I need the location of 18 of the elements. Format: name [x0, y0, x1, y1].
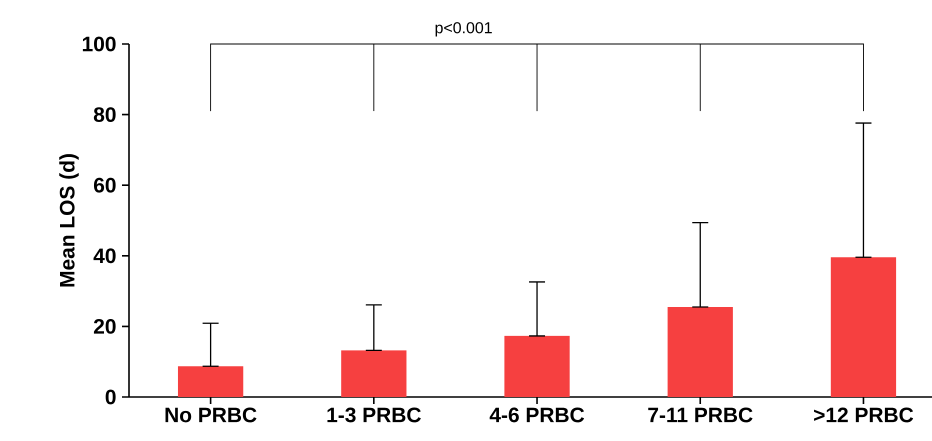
y-tick-label: 40: [94, 248, 116, 264]
x-tick-label: No PRBC: [166, 408, 256, 422]
y-tick-label: 100: [82, 36, 116, 52]
x-tick-label: >12 PRBC: [814, 408, 914, 422]
bar: [341, 350, 406, 397]
x-tick-label: 1-3 PRBC: [327, 408, 421, 422]
y-tick-label: 0: [106, 390, 116, 404]
bar: [830, 257, 896, 397]
y-tick-label: 20: [94, 318, 116, 334]
x-tick-label: 4-6 PRBC: [490, 408, 584, 422]
bar: [178, 366, 244, 397]
y-tick-label: 60: [94, 178, 116, 193]
x-tick-label: 7-11 PRBC: [648, 408, 753, 422]
y-axis-title: Mean LOS (d): [59, 154, 79, 287]
bar: [668, 306, 733, 397]
text: p<0.001: [436, 22, 492, 37]
y-tick-label: 80: [94, 107, 116, 122]
bar: [504, 336, 570, 397]
